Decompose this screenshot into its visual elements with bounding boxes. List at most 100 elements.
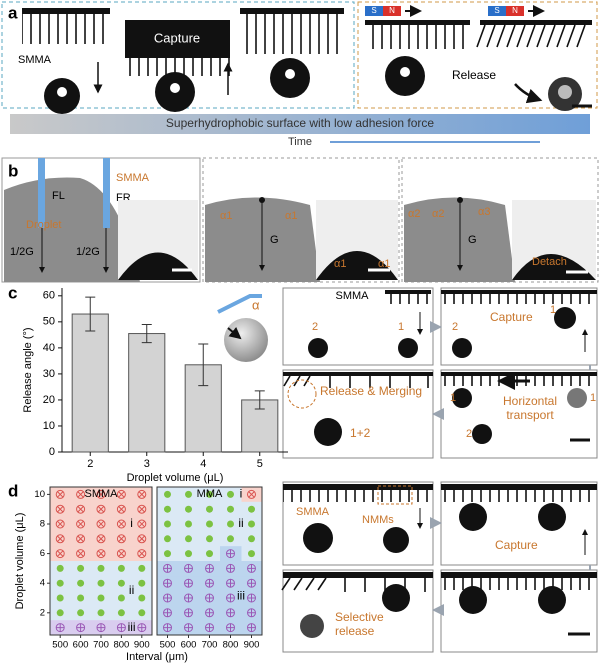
panel-c: c α <box>8 283 268 362</box>
surface <box>125 20 230 58</box>
marker-ring <box>116 504 126 514</box>
marker-cross <box>118 491 125 498</box>
y-tick-label: 8 <box>40 519 45 530</box>
marker-dot <box>248 520 255 528</box>
marker <box>227 505 234 513</box>
decoration <box>287 379 317 409</box>
marker <box>185 490 192 498</box>
decoration <box>538 503 566 531</box>
error-bar <box>85 296 96 332</box>
label: α1 <box>334 258 346 270</box>
decoration <box>314 418 342 446</box>
marker-dot <box>248 550 255 558</box>
decoration <box>480 20 592 25</box>
marker <box>164 520 171 528</box>
marker <box>226 608 235 618</box>
marker <box>184 578 193 588</box>
y-tick-label: 10 <box>43 420 55 432</box>
marker-ring <box>247 489 256 499</box>
decoration <box>227 326 242 340</box>
label: N <box>389 6 395 15</box>
marker-cross <box>138 506 145 513</box>
decoration <box>441 572 597 578</box>
marker-cross <box>97 550 105 557</box>
marker-cross <box>77 520 84 528</box>
decoration <box>259 197 265 203</box>
marker <box>184 623 193 633</box>
marker <box>55 504 65 514</box>
label: Release & Merging <box>320 384 422 398</box>
marker <box>163 563 172 573</box>
marker-cross <box>163 594 172 602</box>
marker <box>117 594 125 602</box>
marker <box>185 535 192 543</box>
marker-cross <box>138 491 145 498</box>
marker-cross <box>205 579 214 588</box>
marker-cross <box>77 550 84 557</box>
marker-cross <box>57 520 64 528</box>
marker <box>206 490 213 498</box>
decoration <box>224 318 268 362</box>
marker <box>76 534 86 544</box>
marker-cross <box>77 535 84 542</box>
marker-dot <box>117 579 125 587</box>
error-bar <box>141 323 152 344</box>
panel-a: a SMMA Capture S N S N Release Superhydr… <box>1 1 598 148</box>
hairs <box>22 14 110 44</box>
marker <box>76 549 86 559</box>
marker <box>116 489 126 499</box>
label: α3 <box>478 206 490 218</box>
marker-dot <box>185 505 192 513</box>
marker <box>96 623 106 633</box>
marker-dot <box>56 594 64 602</box>
decoration <box>441 490 597 502</box>
box <box>357 1 598 109</box>
marker <box>77 579 85 587</box>
marker <box>185 550 192 558</box>
decoration <box>103 158 110 228</box>
marker <box>96 534 106 544</box>
decoration <box>514 83 543 104</box>
decoration <box>283 372 433 376</box>
label: S <box>371 6 376 15</box>
decoration <box>385 290 431 294</box>
marker <box>206 550 213 558</box>
marker-cross <box>97 623 105 632</box>
marker-dot <box>117 564 125 572</box>
marker-cross <box>247 579 256 588</box>
marker-dot <box>185 490 192 498</box>
marker <box>55 489 65 499</box>
marker <box>226 578 235 588</box>
marker <box>138 579 146 587</box>
marker <box>96 504 106 514</box>
marker-cross <box>97 506 105 513</box>
region-label: i <box>130 516 133 530</box>
decoration <box>281 577 426 592</box>
marker <box>137 489 147 499</box>
marker <box>205 563 214 573</box>
marker-dot <box>206 520 213 528</box>
decoration <box>441 290 597 294</box>
marker-cross <box>226 623 235 632</box>
error-bar <box>254 390 265 410</box>
marker-cross <box>56 623 65 632</box>
x-tick-label: 900 <box>244 640 260 651</box>
marker <box>56 579 64 587</box>
label: Horizontal <box>503 394 557 408</box>
marker-dot <box>77 564 85 572</box>
decoration <box>303 523 333 553</box>
marker-cross <box>184 594 193 602</box>
decoration <box>441 294 597 304</box>
marker <box>247 623 256 633</box>
marker-cross <box>163 564 172 573</box>
marker-dot <box>227 535 234 543</box>
marker <box>164 535 171 543</box>
label: FL <box>52 190 65 202</box>
marker-cross <box>226 594 235 602</box>
marker-cross <box>163 623 172 632</box>
marker-ring <box>137 519 147 529</box>
marker-cross <box>226 608 235 617</box>
marker <box>116 549 126 559</box>
marker-ring <box>96 519 106 529</box>
surface <box>22 8 110 14</box>
